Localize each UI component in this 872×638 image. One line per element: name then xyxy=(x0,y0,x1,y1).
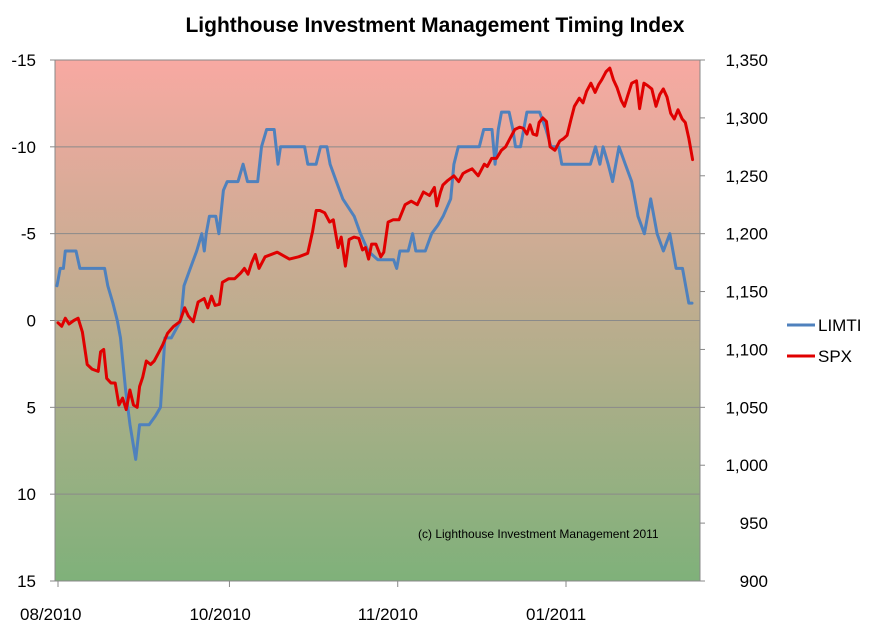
copyright-annotation: (c) Lighthouse Investment Management 201… xyxy=(418,527,659,541)
grid-lines xyxy=(55,146,700,495)
right-tick-label: 1,150 xyxy=(725,283,768,302)
left-axis: -15 -10 -5 0 5 10 15 xyxy=(11,51,55,591)
left-tick-label: 5 xyxy=(27,398,36,417)
left-tick-label: -15 xyxy=(11,51,36,70)
right-axis: 1,350 1,300 1,250 1,200 1,150 1,100 1,050 1,000… xyxy=(700,51,768,591)
right-tick-label: 950 xyxy=(740,514,768,533)
right-tick-label: 1,000 xyxy=(725,456,768,475)
left-tick-label: 10 xyxy=(17,485,36,504)
right-tick-label: 900 xyxy=(740,572,768,591)
x-tick-label: 11/2010 xyxy=(358,605,418,624)
right-tick-label: 1,100 xyxy=(725,340,768,359)
series-line-limti xyxy=(55,110,694,461)
right-tick-label: 1,250 xyxy=(725,167,768,186)
x-axis: 08/2010 10/2010 11/2010 01/2011 xyxy=(20,581,586,624)
right-tick-label: 1,300 xyxy=(725,109,768,128)
legend-label-limti: LIMTI xyxy=(818,316,861,335)
legend: LIMTI SPX xyxy=(787,316,861,366)
chart-title: Lighthouse Investment Management Timing … xyxy=(185,14,684,37)
left-tick-label: -10 xyxy=(11,138,36,157)
left-tick-label: 15 xyxy=(17,572,36,591)
right-tick-label: 1,200 xyxy=(725,225,768,244)
series-layer xyxy=(55,66,695,461)
legend-label-spx: SPX xyxy=(818,347,852,366)
right-tick-label: 1,350 xyxy=(725,51,768,70)
left-tick-label: -5 xyxy=(21,225,36,244)
x-tick-label: 08/2010 xyxy=(20,605,81,624)
x-tick-label: 10/2010 xyxy=(189,605,250,624)
series-line-spx xyxy=(56,66,695,412)
x-tick-label: 01/2011 xyxy=(526,605,586,624)
left-tick-label: 0 xyxy=(27,312,36,331)
right-tick-label: 1,050 xyxy=(725,398,768,417)
